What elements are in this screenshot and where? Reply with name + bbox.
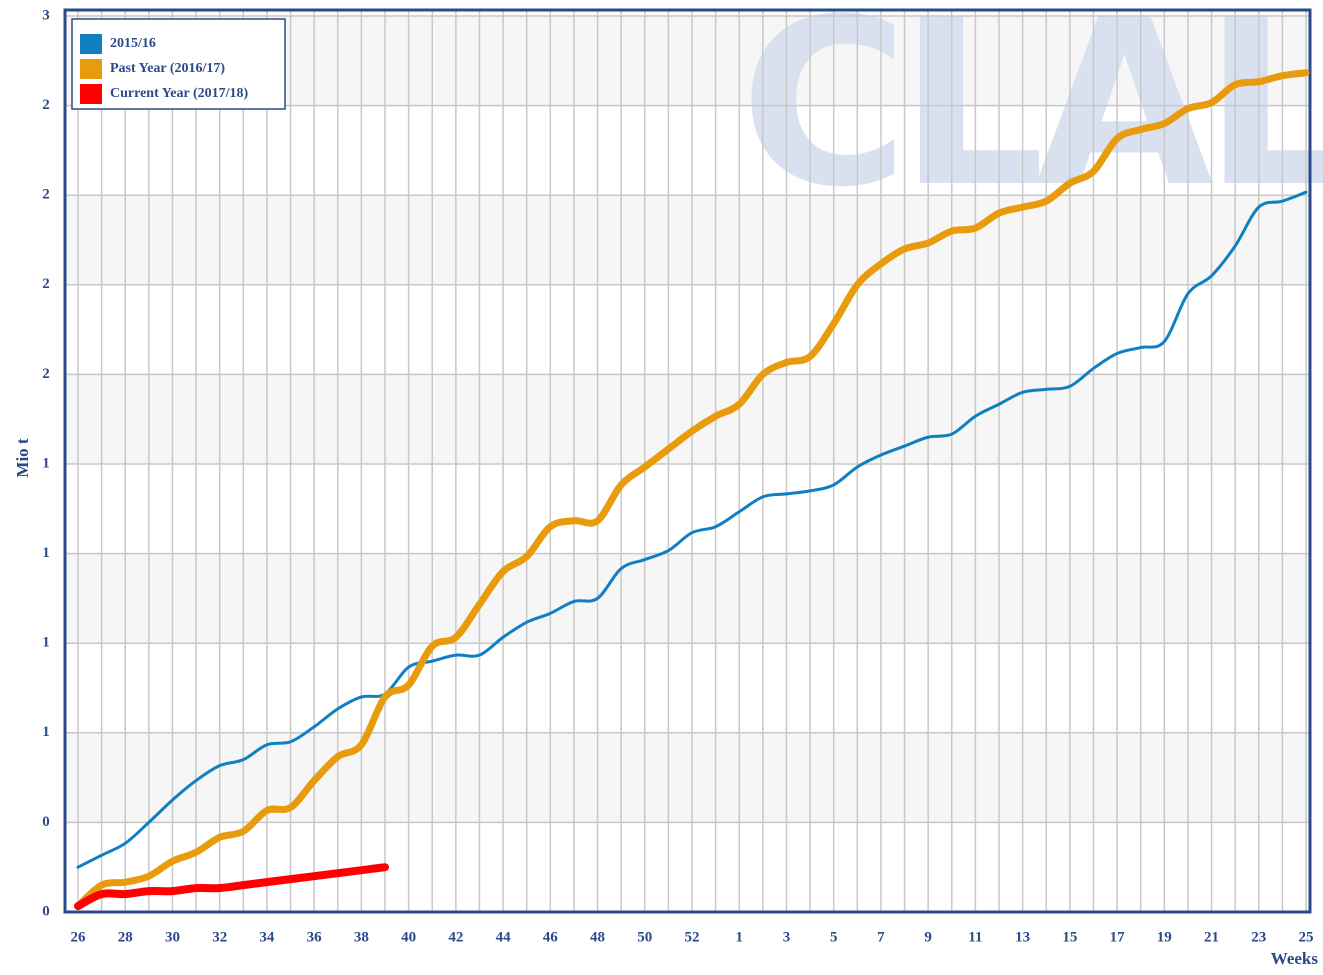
x-tick-label: 38 <box>354 929 369 945</box>
x-tick-label: 40 <box>401 929 416 945</box>
x-tick-label: 13 <box>1015 929 1030 945</box>
x-tick-label: 52 <box>685 929 700 945</box>
x-tick-label: 11 <box>968 929 982 945</box>
series-line <box>74 863 389 911</box>
x-tick-label: 5 <box>830 929 838 945</box>
legend-swatch <box>80 34 102 54</box>
y-tick-label: 1 <box>42 635 50 651</box>
x-tick-label: 50 <box>637 929 652 945</box>
x-axis-label: Weeks <box>1271 949 1319 968</box>
x-tick-label: 3 <box>783 929 791 945</box>
legend-box <box>71 18 286 110</box>
x-tick-label: 21 <box>1204 929 1219 945</box>
y-tick-label: 1 <box>42 724 50 740</box>
x-tick-label: 48 <box>590 929 605 945</box>
y-tick-label: 0 <box>42 903 50 919</box>
series-line <box>76 190 1308 869</box>
band <box>65 732 1310 823</box>
x-tick-label: 25 <box>1299 929 1314 945</box>
watermark: CLAL <box>740 0 1323 238</box>
series-line <box>74 69 1310 910</box>
y-tick-label: 0 <box>42 814 50 830</box>
x-tick-label: 42 <box>448 929 463 945</box>
x-tick-label: 1 <box>735 929 743 945</box>
x-tick-label: 46 <box>543 929 559 945</box>
legend-label: Current Year (2017/18) <box>110 86 248 101</box>
x-tick-label: 34 <box>259 929 275 945</box>
y-tick-label: 2 <box>42 276 50 292</box>
legend-swatch <box>80 84 102 104</box>
band <box>65 553 1310 644</box>
band <box>65 374 1310 464</box>
y-tick-label: 1 <box>42 545 50 561</box>
y-axis-label: Mio t <box>13 438 32 478</box>
plot-border <box>63 8 1312 914</box>
band <box>65 195 1310 285</box>
x-tick-label: 19 <box>1157 929 1172 945</box>
x-tick-label: 15 <box>1062 929 1077 945</box>
legend-swatch <box>80 59 102 79</box>
y-tick-label: 2 <box>42 187 50 203</box>
y-tick-label: 3 <box>42 7 50 23</box>
x-tick-label: 36 <box>307 929 323 945</box>
x-tick-label: 30 <box>165 929 180 945</box>
y-tick-label: 1 <box>42 455 50 471</box>
x-tick-label: 32 <box>212 929 227 945</box>
legend-label: Past Year (2016/17) <box>110 61 225 76</box>
x-tick-label: 23 <box>1251 929 1266 945</box>
x-tick-label: 7 <box>877 929 885 945</box>
y-tick-label: 2 <box>42 97 50 113</box>
x-tick-label: 17 <box>1110 929 1126 945</box>
legend-label: 2015/16 <box>110 36 156 51</box>
x-tick-label: 44 <box>496 929 512 945</box>
y-tick-label: 2 <box>42 366 50 382</box>
x-tick-label: 9 <box>924 929 932 945</box>
x-tick-label: 28 <box>118 929 133 945</box>
x-tick-label: 26 <box>71 929 87 945</box>
